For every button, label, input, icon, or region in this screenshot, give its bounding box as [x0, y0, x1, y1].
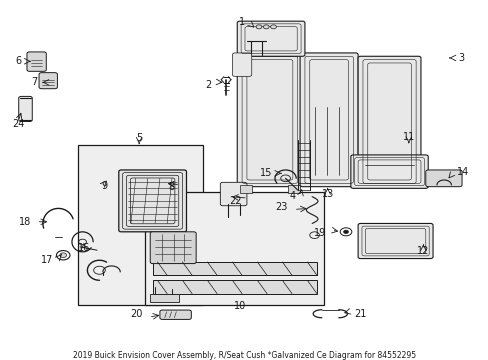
FancyBboxPatch shape: [237, 21, 305, 56]
Text: 19: 19: [313, 228, 325, 238]
FancyBboxPatch shape: [220, 182, 246, 206]
Text: 16: 16: [78, 243, 90, 252]
FancyBboxPatch shape: [152, 262, 316, 275]
FancyBboxPatch shape: [19, 96, 32, 121]
FancyBboxPatch shape: [237, 53, 302, 187]
FancyBboxPatch shape: [145, 192, 324, 305]
Text: 7: 7: [31, 77, 38, 87]
FancyBboxPatch shape: [27, 52, 46, 71]
Text: 2019 Buick Envision Cover Assembly, R/Seat Cush *Galvanized Ce Diagram for 84552: 2019 Buick Envision Cover Assembly, R/Se…: [73, 351, 415, 360]
Text: 15: 15: [260, 168, 272, 178]
Text: 3: 3: [457, 53, 464, 63]
Circle shape: [60, 253, 66, 257]
Text: 10: 10: [233, 301, 245, 311]
FancyBboxPatch shape: [232, 53, 251, 76]
FancyBboxPatch shape: [119, 170, 186, 232]
Text: 8: 8: [168, 183, 174, 192]
Text: 2: 2: [205, 80, 211, 90]
Text: 13: 13: [321, 189, 333, 199]
FancyBboxPatch shape: [350, 155, 427, 188]
Text: 6: 6: [15, 56, 21, 66]
FancyBboxPatch shape: [160, 310, 191, 319]
Text: 9: 9: [101, 181, 107, 191]
FancyBboxPatch shape: [287, 185, 300, 193]
FancyBboxPatch shape: [78, 145, 203, 305]
Circle shape: [256, 25, 262, 29]
Text: 23: 23: [275, 202, 287, 212]
Text: 21: 21: [354, 309, 366, 319]
Text: 20: 20: [130, 309, 142, 319]
FancyBboxPatch shape: [150, 294, 179, 302]
Circle shape: [270, 25, 276, 29]
FancyBboxPatch shape: [239, 23, 273, 43]
Text: 17: 17: [41, 255, 53, 265]
FancyBboxPatch shape: [39, 73, 57, 89]
Text: 5: 5: [136, 133, 142, 143]
Text: 14: 14: [456, 167, 468, 177]
Text: 22: 22: [229, 196, 242, 206]
Text: 1: 1: [239, 17, 245, 27]
FancyBboxPatch shape: [152, 280, 316, 294]
FancyBboxPatch shape: [150, 232, 196, 264]
Text: 18: 18: [19, 217, 31, 227]
Text: 4: 4: [288, 191, 295, 201]
FancyBboxPatch shape: [425, 170, 461, 187]
Circle shape: [343, 230, 348, 234]
FancyBboxPatch shape: [300, 53, 357, 187]
Text: 12: 12: [416, 246, 428, 256]
Circle shape: [263, 25, 268, 29]
FancyBboxPatch shape: [357, 224, 432, 258]
FancyBboxPatch shape: [357, 56, 420, 187]
Text: 24: 24: [12, 119, 24, 129]
Text: 11: 11: [402, 132, 414, 142]
FancyBboxPatch shape: [239, 185, 251, 193]
